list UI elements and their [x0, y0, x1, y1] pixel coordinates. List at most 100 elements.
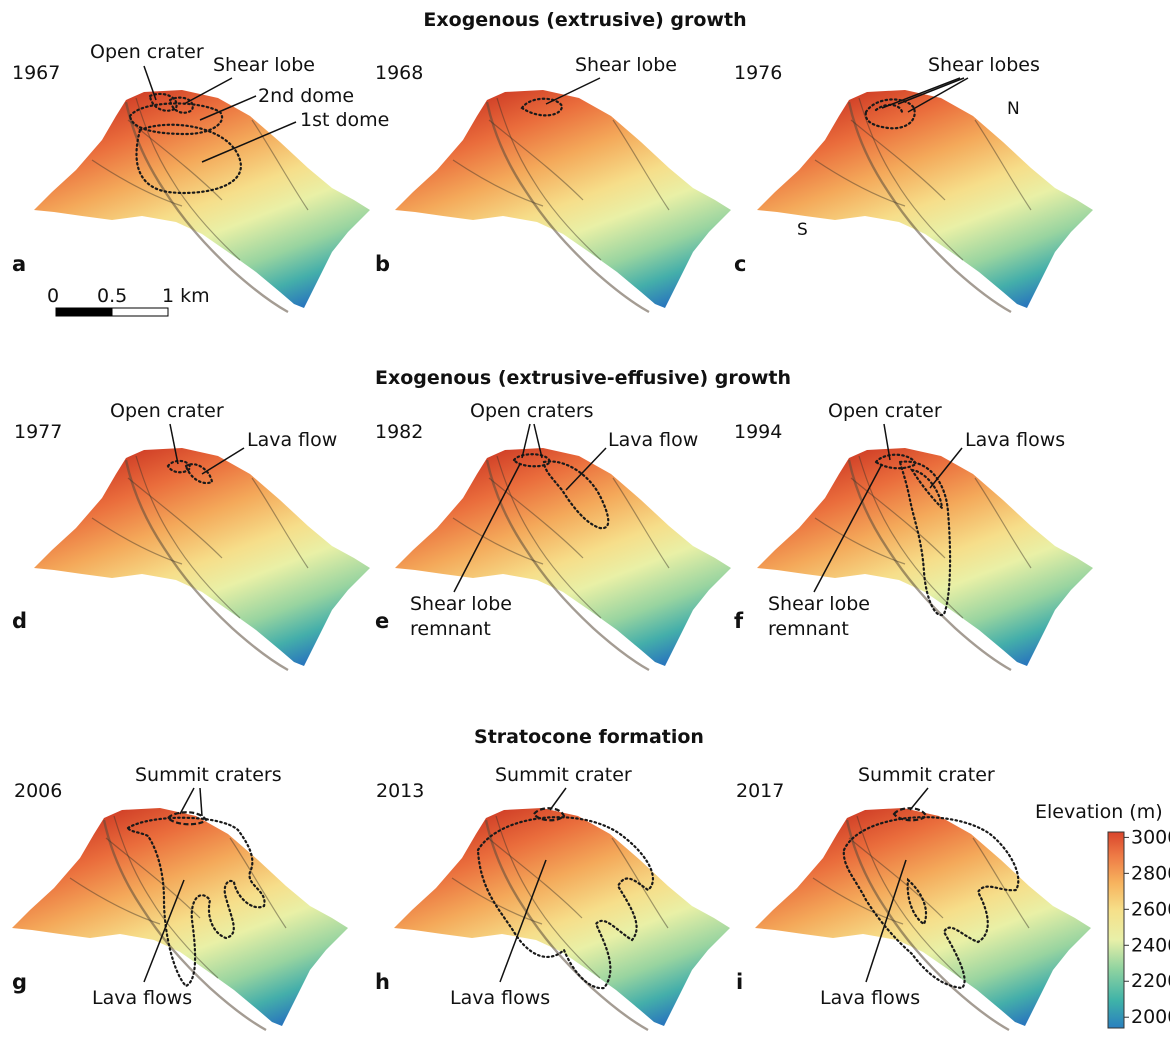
colorbar-title: Elevation (m) — [1035, 801, 1163, 823]
elevation-colorbar: Elevation (m) 3000 2800 2600 2400 2200 2000 — [1035, 801, 1170, 1029]
panel-a: 1967 a Open crater Shear lobe 2nd dome 1… — [12, 41, 389, 317]
colorbar-tick-label: 2600 — [1131, 898, 1170, 920]
arrow-summit-crater-1 — [179, 787, 195, 815]
label-second-dome: 2nd dome — [258, 85, 354, 107]
panel-year: 1977 — [14, 421, 62, 443]
panel-letter: i — [736, 970, 743, 994]
row-title-extrusive-effusive: Exogenous (extrusive-effusive) growth — [375, 367, 791, 389]
panel-year: 1976 — [734, 62, 782, 84]
label-lava-flows: Lava flows — [965, 429, 1065, 451]
label-summit-craters: Summit craters — [135, 764, 282, 786]
arrow-lava-flows — [143, 879, 185, 983]
panel-year: 1982 — [375, 421, 423, 443]
shear-lobe-outline — [520, 97, 564, 117]
colorbar-tick-label: 3000 — [1131, 826, 1170, 848]
arrow-second-dome — [199, 95, 257, 121]
label-summit-crater: Summit crater — [495, 764, 632, 786]
summit-crater-outline — [892, 807, 928, 822]
arrow-open-craters-2 — [533, 423, 543, 459]
panel-letter: b — [375, 252, 390, 276]
label-first-dome: 1st dome — [300, 109, 389, 131]
lava-flows-outline — [476, 816, 654, 990]
panel-d: 1977 d Open crater Lava flow — [12, 400, 372, 672]
colorbar-ticks: 3000 2800 2600 2400 2200 2000 — [1124, 826, 1170, 1028]
scale-tick-0: 0 — [47, 285, 59, 307]
lava-flows-outline — [898, 460, 952, 617]
label-lava-flow: Lava flow — [608, 429, 698, 451]
arrow-lava-flows — [929, 447, 963, 489]
row-title-extrusive: Exogenous (extrusive) growth — [423, 9, 746, 31]
arrow-shear-lobes-2 — [897, 77, 965, 105]
arrow-first-dome — [201, 121, 297, 163]
label-lava-flow: Lava flow — [247, 429, 337, 451]
lava-flow-outline — [542, 460, 610, 530]
arrow-shear-lobe — [545, 77, 601, 105]
panel-letter: d — [12, 609, 27, 633]
label-open-craters: Open craters — [470, 400, 594, 422]
panel-letter: a — [12, 252, 26, 276]
scale-tick-1km: 1 km — [162, 285, 210, 307]
panel-year: 2006 — [14, 780, 62, 802]
arrow-lava-flow — [201, 447, 245, 475]
scale-tick-half: 0.5 — [97, 285, 127, 307]
second-dome-outline — [128, 102, 224, 136]
first-dome-outline — [135, 123, 242, 195]
label-remnant: remnant — [768, 618, 849, 640]
panel-f: 1994 f Open crater Lava flows Shear lobe… — [734, 400, 1095, 672]
label-open-crater: Open crater — [110, 400, 224, 422]
lava-flows-outline — [126, 816, 266, 988]
panel-letter: f — [734, 609, 744, 633]
compass-north: N — [1007, 99, 1020, 119]
colorbar-tick-label: 2200 — [1131, 970, 1170, 992]
lava-flow-outline — [184, 463, 214, 485]
panel-year: 1994 — [734, 421, 782, 443]
open-crater-outline — [166, 459, 192, 474]
shear-lobes-outline — [864, 98, 916, 130]
panel-letter: h — [375, 970, 390, 994]
panel-b: 1968 b Shear lobe — [375, 54, 733, 314]
terrain-relief — [753, 806, 1093, 1032]
arrow-shear-lobes-1 — [881, 77, 961, 109]
compass-south: S — [797, 220, 808, 240]
label-open-crater: Open crater — [90, 41, 204, 63]
arrow-open-crater — [883, 423, 891, 461]
arrow-open-crater — [169, 423, 179, 465]
arrow-lava-flow — [565, 447, 607, 491]
colorbar-tick-label: 2400 — [1131, 934, 1170, 956]
panel-year: 1968 — [375, 62, 423, 84]
label-shear-lobes: Shear lobes — [928, 54, 1040, 76]
arrow-shear-lobes-3 — [907, 77, 969, 113]
arrow-shear-lobe-remnant — [453, 463, 521, 593]
label-lava-flows: Lava flows — [450, 987, 550, 1009]
colorbar-tick-label: 2000 — [1131, 1006, 1170, 1028]
arrow-summit-crater — [549, 787, 567, 811]
panel-letter: e — [375, 609, 389, 633]
summit-crater-outline — [532, 807, 566, 822]
arrow-open-craters-1 — [521, 423, 531, 459]
arrow-open-crater — [143, 65, 157, 101]
panel-letter: g — [12, 970, 27, 994]
arrow-lava-flows — [499, 859, 547, 983]
colorbar-tick-label: 2800 — [1131, 862, 1170, 884]
arrow-lava-flows — [865, 859, 907, 983]
lava-flows-outline — [842, 816, 1020, 990]
terrain-relief — [32, 446, 372, 672]
label-shear-lobe: Shear lobe — [410, 593, 512, 615]
label-lava-flows: Lava flows — [92, 987, 192, 1009]
panel-i: 2017 i Summit crater Lava flows — [736, 764, 1093, 1032]
label-shear-lobe: Shear lobe — [575, 54, 677, 76]
label-summit-crater: Summit crater — [858, 764, 995, 786]
terrain-relief — [393, 88, 733, 314]
panel-year: 2017 — [736, 780, 784, 802]
panel-year: 1967 — [12, 62, 60, 84]
shear-lobe-outline — [168, 96, 194, 114]
row-title-stratocone: Stratocone formation — [474, 726, 704, 748]
arrow-summit-crater — [909, 787, 929, 811]
panel-g: 2006 g Summit craters Lava flows — [10, 764, 350, 1032]
panel-c: 1976 c Shear lobes N S — [734, 54, 1095, 314]
panel-e: 1982 e Open craters Lava flow Shear lobe… — [375, 400, 733, 672]
lava-flows-outline-2 — [909, 468, 944, 511]
label-shear-lobe: Shear lobe — [768, 593, 870, 615]
arrow-shear-lobe-remnant — [813, 463, 883, 593]
